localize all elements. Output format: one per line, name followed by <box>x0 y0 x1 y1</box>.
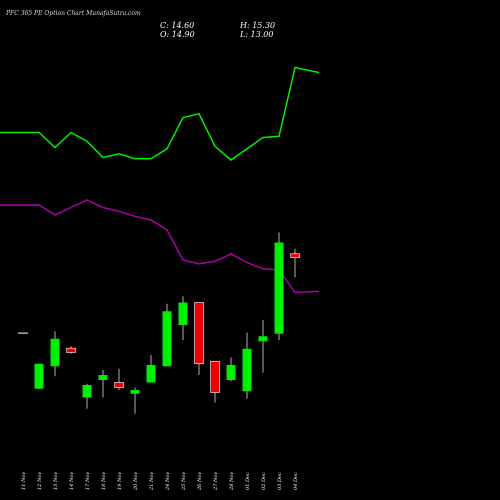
x-tick-label: 19 Nov <box>117 472 123 490</box>
candle-body <box>114 382 124 388</box>
candle <box>162 303 172 367</box>
candle <box>130 387 140 414</box>
candle <box>290 248 300 278</box>
candle-body <box>290 253 300 258</box>
candle-body <box>210 360 220 393</box>
candle-body <box>226 365 236 380</box>
candle-body <box>130 390 140 394</box>
candle <box>242 332 252 399</box>
candle-body <box>162 311 172 367</box>
candle <box>50 331 60 377</box>
x-tick-label: 24 Nov <box>165 472 171 491</box>
close-value: C: 14.60 <box>160 21 195 30</box>
candle <box>178 296 188 340</box>
upper-indicator-line <box>0 66 320 161</box>
candle <box>114 368 124 390</box>
x-tick-label: 26 Nov <box>197 472 203 491</box>
candle <box>34 363 44 389</box>
candle-body <box>274 242 284 334</box>
x-tick-label: 17 Nov <box>85 472 91 490</box>
candle <box>226 357 236 382</box>
candle <box>194 302 204 375</box>
candle-body <box>98 375 108 380</box>
high-value: H: 15.30 <box>240 21 276 30</box>
x-tick-label: 12 Nov <box>37 472 43 490</box>
candle-body <box>82 385 92 398</box>
lower-indicator-line <box>0 199 320 294</box>
x-tick-label: 03 Dec <box>277 472 283 490</box>
candle-body <box>66 347 76 353</box>
candle <box>82 383 92 409</box>
candle <box>210 360 220 403</box>
candle <box>98 370 108 398</box>
candle-body <box>194 302 204 365</box>
candle <box>66 346 76 354</box>
candles <box>18 232 300 414</box>
x-tick-label: 20 Nov <box>133 472 139 491</box>
indicator-lines <box>0 66 320 294</box>
candle-body <box>34 363 44 389</box>
candle-body <box>258 336 268 342</box>
candle <box>146 355 156 383</box>
x-tick-label: 14 Nov <box>69 472 75 490</box>
chart-title: PFC 365 PE Option Chart MunafaSutra.com <box>6 10 141 17</box>
x-tick-label: 18 Nov <box>101 472 107 490</box>
open-value: O: 14.90 <box>160 30 195 39</box>
x-tick-label: 02 Dec <box>261 472 267 490</box>
low-value: L: 13.00 <box>240 30 274 39</box>
candle <box>274 232 284 340</box>
x-axis-labels: 11 Nov 12 Nov 13 Nov 14 Nov 17 Nov 18 Nov 19 N… <box>21 472 299 491</box>
x-tick-label: 21 Nov <box>149 472 155 491</box>
x-tick-label: 28 Nov <box>229 472 235 491</box>
x-tick-label: 13 Nov <box>53 472 59 490</box>
x-tick-label: 04 Dec <box>293 472 299 490</box>
x-tick-label: 11 Nov <box>21 472 27 490</box>
x-tick-label: 25 Nov <box>181 472 187 491</box>
candle-body <box>146 365 156 383</box>
x-tick-label: 01 Dec <box>245 472 251 490</box>
candle-body <box>178 302 188 325</box>
candle-body <box>242 348 252 392</box>
candle <box>258 320 268 373</box>
candle-body <box>50 338 60 367</box>
x-tick-label: 27 Nov <box>213 472 219 491</box>
